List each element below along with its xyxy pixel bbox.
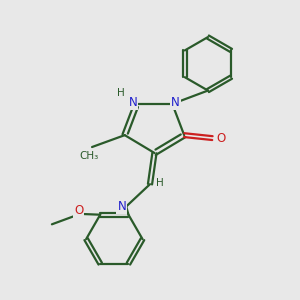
Text: N: N [129, 96, 137, 109]
Text: N: N [117, 200, 126, 213]
Text: O: O [217, 132, 226, 145]
Text: N: N [171, 96, 180, 109]
Text: H: H [156, 178, 164, 188]
Text: CH₃: CH₃ [80, 151, 99, 160]
Text: H: H [117, 88, 125, 98]
Text: O: O [74, 204, 83, 218]
Text: N: N [129, 96, 137, 109]
